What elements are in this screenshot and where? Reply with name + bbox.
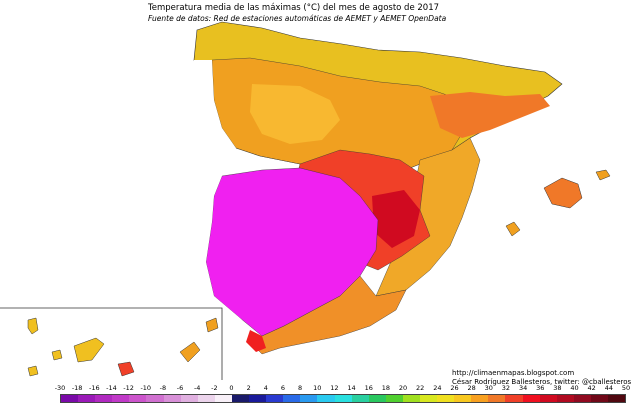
legend-tick-label: 20	[398, 384, 408, 392]
region-center-east-dark	[372, 190, 420, 248]
legend-tick-label: -2	[211, 384, 218, 392]
region-canarias-grancanaria	[117, 361, 135, 377]
legend-tick-label: 0	[229, 384, 234, 392]
legend-swatch	[573, 395, 591, 402]
legend-tick-label: 50	[621, 384, 631, 392]
legend-tick-label: 32	[501, 384, 511, 392]
region-canarias-hierro	[27, 365, 39, 377]
legend-tick-label: 10	[313, 384, 322, 392]
region-canarias-lanzarote	[205, 317, 219, 333]
legend-swatch	[505, 395, 523, 402]
legend-swatch	[385, 395, 403, 402]
legend-swatch	[402, 395, 420, 402]
legend-swatch	[231, 395, 250, 402]
legend-swatch	[590, 395, 608, 402]
region-south-coast-red	[246, 330, 266, 352]
legend-tick-label: 36	[536, 384, 545, 392]
legend-swatch	[300, 395, 318, 402]
legend-swatch	[351, 395, 369, 402]
legend-tick-label: 26	[450, 384, 459, 392]
legend-tick-label: 14	[347, 384, 356, 392]
legend-tick-label: 12	[330, 384, 339, 392]
legend-swatch	[419, 395, 438, 402]
region-balearic-mallorca	[543, 177, 583, 209]
legend-swatch	[368, 395, 386, 402]
map-title: Temperatura media de las máximas (°C) de…	[148, 3, 440, 13]
region-canarias-fuerteventura	[179, 341, 201, 363]
legend-bar	[60, 394, 626, 403]
legend-swatch	[539, 395, 557, 402]
legend-tick-label: -30	[54, 384, 66, 392]
legend-swatch	[95, 395, 113, 402]
region-canarias-lapalma	[27, 317, 39, 335]
legend-tick-label: 44	[604, 384, 613, 392]
legend-swatch	[317, 395, 335, 402]
region-balearic-menorca	[595, 169, 611, 181]
legend-tick-label: -12	[123, 384, 134, 392]
region-ebro-valley	[430, 92, 550, 138]
legend-swatch	[454, 395, 472, 402]
legend-swatch	[163, 395, 181, 402]
legend-labels: -30 -18 -16 -14 -12 -10 -8 -6 -4 -2 0 2 4 6 8 10 12 14 16 1…	[55, 384, 630, 393]
legend-swatch	[283, 395, 301, 402]
legend-swatch	[249, 395, 267, 402]
legend-swatch	[197, 395, 215, 402]
region-plateau-north-inner	[250, 84, 340, 144]
legend-tick-label: 8	[298, 384, 303, 392]
legend-tick-label: 40	[570, 384, 579, 392]
credit-url: http://climaenmapas.blogspot.com	[452, 369, 575, 377]
map-subtitle: Fuente de datos: Red de estaciones autom…	[148, 14, 447, 23]
region-canarias-tenerife	[73, 337, 105, 363]
legend-tick-label: 18	[381, 384, 391, 392]
region-balearic-ibiza	[505, 221, 521, 237]
legend-tick-label: -4	[193, 384, 201, 392]
legend-tick-label: -10	[140, 384, 152, 392]
legend-swatch	[556, 395, 574, 402]
legend-swatch	[608, 395, 626, 402]
credit-author: César Rodríguez Ballesteros, twitter: @c…	[452, 378, 632, 386]
legend-tick-label: 24	[433, 384, 442, 392]
color-legend: -30 -18 -16 -14 -12 -10 -8 -6 -4 -2 0 2 4 6 8 10 12 14 16 1…	[55, 384, 630, 404]
legend-tick-label: 42	[587, 384, 596, 392]
legend-tick-label: 4	[263, 384, 268, 392]
legend-swatch	[488, 395, 506, 402]
legend-swatch	[180, 395, 198, 402]
legend-swatch	[146, 395, 164, 402]
canarias-inset-frame	[0, 307, 223, 380]
legend-tick-label: -8	[159, 384, 167, 392]
legend-swatch	[78, 395, 96, 402]
portugal-area	[184, 60, 252, 330]
legend-tick-label: -16	[88, 384, 100, 392]
legend-tick-label: -18	[71, 384, 83, 392]
region-south-coast	[251, 275, 407, 355]
legend-tick-label: 16	[364, 384, 373, 392]
legend-swatch	[112, 395, 130, 402]
legend-tick-label: 6	[280, 384, 286, 392]
legend-swatch	[522, 395, 540, 402]
legend-swatch	[129, 395, 147, 402]
legend-tick-label: 28	[467, 384, 476, 392]
legend-tick-label: 34	[518, 384, 528, 392]
legend-swatch	[334, 395, 352, 402]
region-canarias-gomera	[51, 349, 63, 361]
legend-swatch	[61, 395, 79, 402]
legend-tick-label: 2	[246, 384, 251, 392]
legend-tick-label: 22	[416, 384, 425, 392]
legend-swatch	[437, 395, 455, 402]
legend-swatch	[214, 395, 232, 402]
legend-tick-label: -14	[106, 384, 117, 392]
legend-tick-label: 38	[553, 384, 562, 392]
legend-tick-label: 30	[484, 384, 493, 392]
legend-swatch	[266, 395, 284, 402]
legend-swatch	[471, 395, 489, 402]
legend-tick-label: -6	[176, 384, 184, 392]
